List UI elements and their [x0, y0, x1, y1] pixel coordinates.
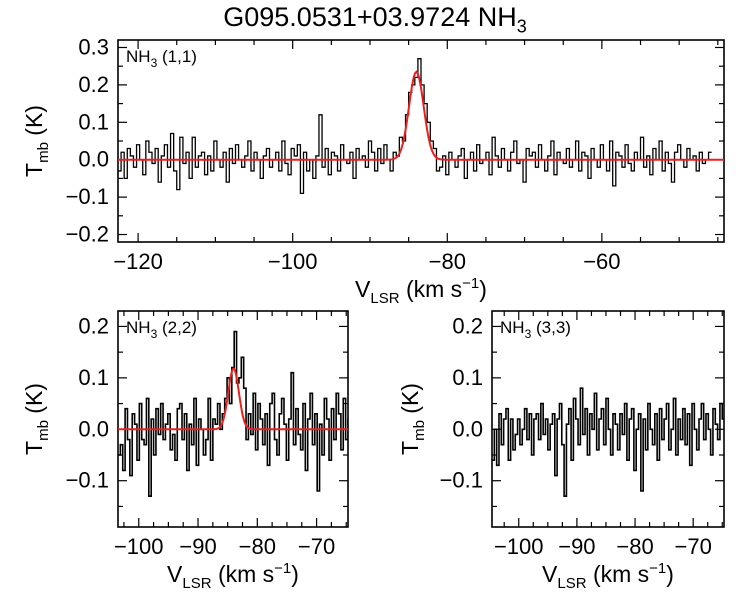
plot-area — [118, 58, 724, 195]
gaussian-fit-series — [118, 70, 724, 161]
line-label: NH3 (3,3) — [500, 318, 571, 341]
line-label-transition: (3,3) — [536, 318, 571, 337]
y-tick-label: 0.1 — [452, 365, 483, 390]
y-tick-label: 0.2 — [78, 313, 109, 338]
line-label-subscript: 3 — [151, 327, 158, 341]
y-tick-label: −0.1 — [440, 468, 483, 493]
y-axis-label-subscript: mb — [411, 420, 428, 441]
y-tick-label: 0.0 — [452, 416, 483, 441]
x-axis-label-exponent: −1 — [462, 275, 479, 292]
x-tick-label: −100 — [114, 534, 164, 559]
line-label-molecule: NH — [500, 318, 525, 337]
x-tick-label: −80 — [239, 534, 276, 559]
x-axis-label-subscript: LSR — [370, 290, 399, 307]
y-axis-label-subscript: mb — [35, 420, 52, 441]
y-tick-label: 0.0 — [78, 416, 109, 441]
x-tick-label: −90 — [179, 534, 216, 559]
chart-panel-1: −120 −100 −80 −60 −0.2 −0.1 0.0 0.1 0.2 0.3 VLSR (… — [21, 34, 725, 307]
x-axis-label-symbol: V — [355, 276, 371, 302]
y-tick-label: 0.0 — [78, 147, 109, 172]
y-axis-label-subscript: mb — [35, 142, 52, 163]
x-axis-label-exponent: −1 — [274, 560, 291, 577]
plot-area — [492, 387, 724, 497]
x-axis-label-subscript: LSR — [557, 575, 586, 592]
x-tick-label: −120 — [113, 249, 163, 274]
y-tick-label: 0.3 — [78, 34, 109, 59]
chart-panel-2: −100 −90 −80 −70 −0.1 0.0 0.1 0.2 VLSR (km s−1) T… — [21, 310, 349, 592]
y-axis-label-units: (K) — [21, 105, 47, 136]
x-axis-label-units: (km s — [593, 561, 649, 587]
y-tick-label: 0.2 — [452, 313, 483, 338]
line-label-subscript: 3 — [151, 56, 158, 70]
spectrum-series — [492, 387, 724, 497]
x-tick-label: −80 — [429, 249, 466, 274]
plot-area — [118, 330, 348, 497]
figure-title: G095.0531+03.9724 NH3 — [223, 2, 527, 37]
y-axis-label-units: (K) — [397, 383, 423, 414]
y-axis-label-symbol: T — [21, 441, 47, 455]
line-label-transition: (2,2) — [162, 318, 197, 337]
x-axis-label: VLSR (km s−1) — [542, 560, 674, 592]
y-axis-label: Tmb (K) — [21, 105, 52, 177]
x-tick-label: −90 — [558, 534, 595, 559]
x-tick-label: −60 — [583, 249, 620, 274]
line-label-molecule: NH — [126, 318, 151, 337]
line-label-subscript: 3 — [525, 327, 532, 341]
y-axis-label-symbol: T — [21, 163, 47, 177]
line-label-molecule: NH — [126, 47, 151, 66]
x-axis-label-units: (km s — [406, 276, 462, 302]
x-axis-label-units: (km s — [218, 561, 274, 587]
x-tick-label: −100 — [494, 534, 544, 559]
y-tick-label: 0.2 — [78, 72, 109, 97]
y-axis-label: Tmb (K) — [397, 383, 428, 455]
y-tick-label: −0.1 — [66, 468, 109, 493]
y-axis-label-units: (K) — [21, 383, 47, 414]
y-tick-label: 0.1 — [78, 109, 109, 134]
gaussian-fit-series — [118, 367, 348, 431]
line-label-transition: (1,1) — [162, 47, 197, 66]
x-tick-label: −80 — [616, 534, 653, 559]
x-axis-label-symbol: V — [542, 561, 558, 587]
x-tick-label: −70 — [298, 534, 335, 559]
x-axis-label-subscript: LSR — [182, 575, 211, 592]
y-axis-label-symbol: T — [397, 441, 423, 455]
spectrum-series — [118, 330, 348, 497]
y-tick-label: −0.1 — [66, 184, 109, 209]
y-tick-label: 0.1 — [78, 365, 109, 390]
line-label: NH3 (1,1) — [126, 47, 197, 70]
x-tick-label: −100 — [268, 249, 318, 274]
line-label: NH3 (2,2) — [126, 318, 197, 341]
x-axis-label-exponent: −1 — [649, 560, 666, 577]
x-axis-label-symbol: V — [167, 561, 183, 587]
y-tick-label: −0.2 — [66, 222, 109, 247]
chart-panel-3: −100 −90 −80 −70 −0.1 0.0 0.1 0.2 VLSR (km s−1) T… — [397, 310, 725, 592]
spectrum-series — [118, 58, 712, 195]
y-axis-label: Tmb (K) — [21, 383, 52, 455]
x-axis-label: VLSR (km s−1) — [167, 560, 299, 592]
x-tick-label: −70 — [675, 534, 712, 559]
x-axis-label: VLSR (km s−1) — [355, 275, 487, 307]
